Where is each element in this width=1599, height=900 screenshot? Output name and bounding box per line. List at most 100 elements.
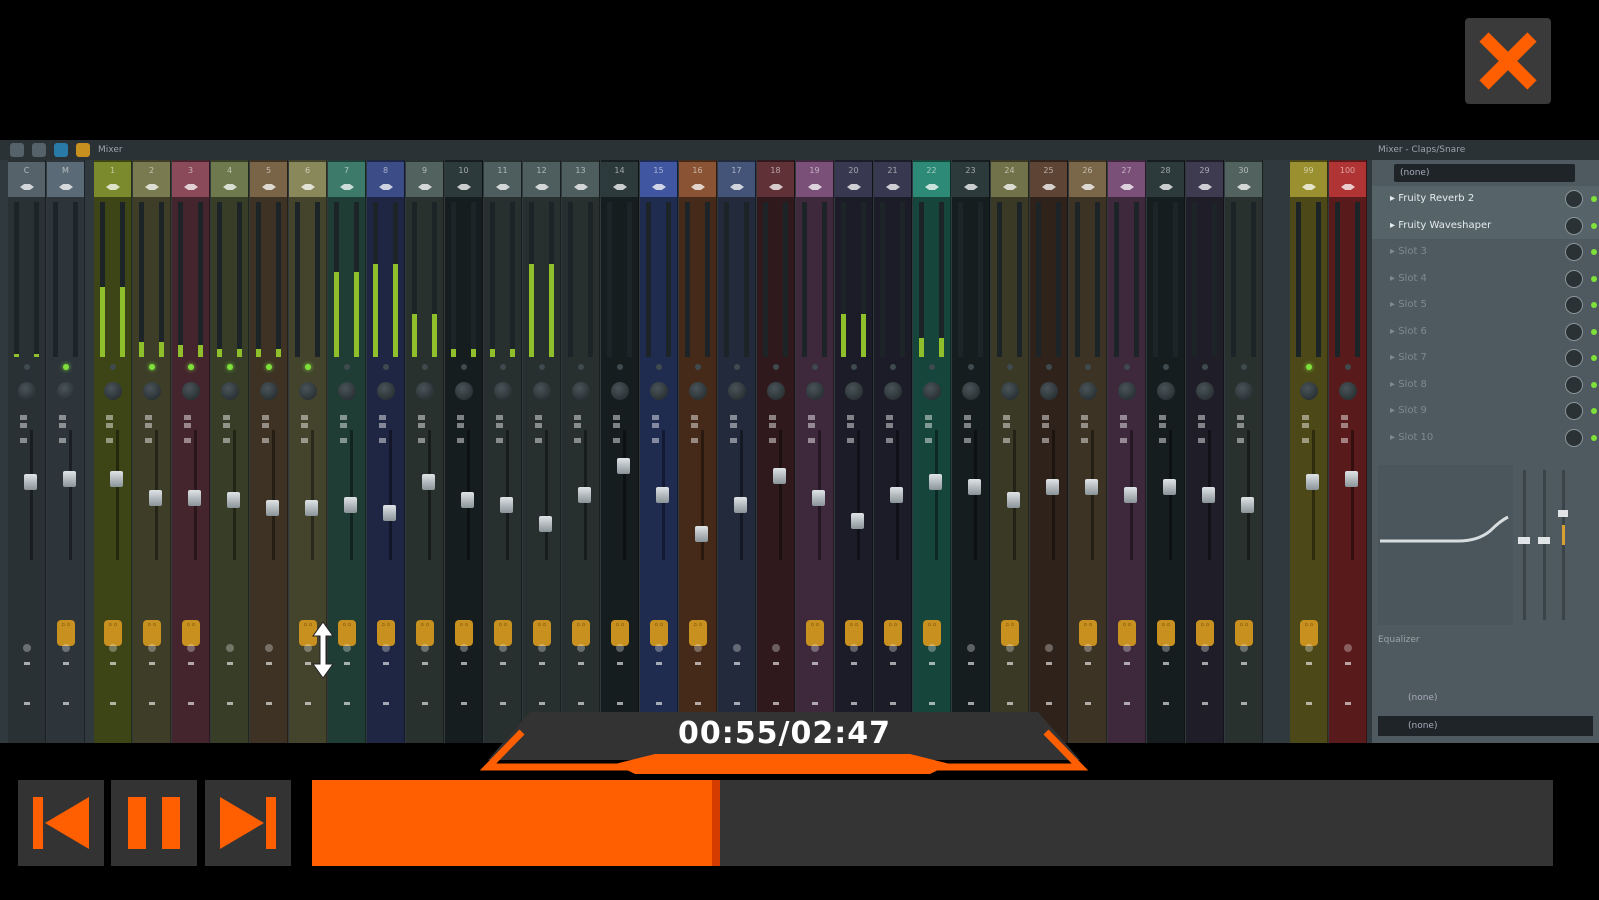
enable-led[interactable] bbox=[812, 364, 818, 370]
volume-fader[interactable] bbox=[1046, 479, 1059, 496]
strip-header[interactable]: 27 bbox=[1108, 162, 1145, 197]
enable-led[interactable] bbox=[929, 364, 935, 370]
send-link-icon[interactable]: ◦◦ bbox=[338, 620, 356, 646]
pan-knob[interactable] bbox=[1300, 382, 1318, 400]
enable-led[interactable] bbox=[656, 364, 662, 370]
strip-button[interactable] bbox=[223, 415, 230, 420]
mixer-strip[interactable]: 8 ◦◦ bbox=[367, 160, 405, 743]
send-knob[interactable] bbox=[655, 644, 663, 652]
strip-header[interactable]: 100 bbox=[1329, 162, 1366, 197]
volume-fader[interactable] bbox=[851, 513, 864, 529]
strip-button[interactable] bbox=[20, 415, 27, 420]
strip-header[interactable]: 1 bbox=[94, 162, 131, 197]
pan-knob[interactable] bbox=[650, 382, 668, 400]
pan-knob[interactable] bbox=[689, 382, 707, 400]
send-link-icon[interactable]: ◦◦ bbox=[455, 620, 473, 646]
strip-button[interactable] bbox=[925, 423, 932, 428]
enable-led[interactable] bbox=[617, 364, 623, 370]
route-arrow-icon[interactable] bbox=[457, 184, 471, 190]
strip-button[interactable] bbox=[1120, 415, 1127, 420]
route-arrow-icon[interactable] bbox=[574, 184, 588, 190]
send-link-icon[interactable]: ◦◦ bbox=[650, 620, 668, 646]
pan-knob[interactable] bbox=[260, 382, 278, 400]
mixer-strip[interactable]: 19 ◦◦ bbox=[796, 160, 834, 743]
volume-fader[interactable] bbox=[24, 474, 37, 490]
strip-button[interactable] bbox=[1042, 415, 1049, 420]
strip-button[interactable] bbox=[886, 438, 893, 443]
enable-led[interactable] bbox=[1241, 364, 1247, 370]
enable-led[interactable] bbox=[344, 364, 350, 370]
slot-mix-knob[interactable] bbox=[1565, 402, 1583, 420]
volume-fader[interactable] bbox=[734, 497, 747, 514]
strip-button[interactable] bbox=[535, 423, 542, 428]
mixer-strip[interactable]: 30 ◦◦ bbox=[1225, 160, 1263, 743]
mixer-strip[interactable]: 15 ◦◦ bbox=[640, 160, 678, 743]
volume-fader[interactable] bbox=[1007, 492, 1020, 509]
strip-header[interactable]: 13 bbox=[562, 162, 599, 197]
pan-knob[interactable] bbox=[1118, 382, 1136, 400]
send-knob[interactable] bbox=[23, 644, 31, 652]
slot-enable-led[interactable] bbox=[1591, 249, 1597, 255]
volume-fader[interactable] bbox=[188, 489, 201, 506]
strip-button[interactable] bbox=[457, 423, 464, 428]
strip-button[interactable] bbox=[1003, 438, 1010, 443]
strip-button[interactable] bbox=[769, 438, 776, 443]
strip-header[interactable]: 23 bbox=[952, 162, 989, 197]
send-knob[interactable] bbox=[1084, 644, 1092, 652]
enable-led[interactable] bbox=[578, 364, 584, 370]
send-knob[interactable] bbox=[1162, 644, 1170, 652]
strip-header[interactable]: 6 bbox=[289, 162, 326, 197]
route-arrow-icon[interactable] bbox=[808, 184, 822, 190]
strip-button[interactable] bbox=[59, 438, 66, 443]
mixer-mode-icon[interactable] bbox=[54, 143, 68, 157]
strip-button[interactable] bbox=[106, 415, 113, 420]
slot-enable-led[interactable] bbox=[1591, 328, 1597, 335]
strip-button[interactable] bbox=[769, 415, 776, 420]
strip-button[interactable] bbox=[925, 438, 932, 443]
volume-fader[interactable] bbox=[578, 487, 591, 503]
volume-fader[interactable] bbox=[1241, 497, 1254, 514]
send-knob[interactable] bbox=[460, 644, 468, 652]
enable-led[interactable] bbox=[266, 364, 272, 370]
slot-mix-knob[interactable] bbox=[1565, 269, 1583, 288]
strip-button[interactable] bbox=[1237, 415, 1244, 420]
strip-button[interactable] bbox=[1003, 423, 1010, 428]
enable-led[interactable] bbox=[1085, 364, 1091, 370]
volume-fader[interactable] bbox=[890, 487, 903, 503]
slot-enable-led[interactable] bbox=[1591, 222, 1597, 229]
strip-button[interactable] bbox=[496, 415, 503, 420]
send-knob[interactable] bbox=[1045, 644, 1053, 652]
volume-fader[interactable] bbox=[149, 489, 162, 506]
pan-knob[interactable] bbox=[494, 382, 512, 400]
enable-led[interactable] bbox=[695, 364, 701, 370]
mixer-strip[interactable]: 9 ◦◦ bbox=[406, 160, 444, 743]
send-link-icon[interactable]: ◦◦ bbox=[57, 620, 75, 646]
route-arrow-icon[interactable] bbox=[379, 184, 393, 190]
strip-button[interactable] bbox=[20, 423, 27, 428]
effect-slot[interactable]: ▸ Slot 3 bbox=[1372, 239, 1599, 266]
effect-slot[interactable]: ▸ Slot 7 bbox=[1372, 345, 1599, 372]
enable-led[interactable] bbox=[734, 364, 740, 370]
pan-knob[interactable] bbox=[884, 382, 902, 400]
strip-button[interactable] bbox=[1302, 438, 1309, 443]
route-arrow-icon[interactable] bbox=[340, 184, 354, 190]
route-arrow-icon[interactable] bbox=[1237, 184, 1251, 190]
route-arrow-icon[interactable] bbox=[106, 184, 120, 190]
strip-button[interactable] bbox=[1302, 415, 1309, 420]
route-arrow-icon[interactable] bbox=[1042, 184, 1056, 190]
mixer-strip[interactable]: 7 ◦◦ bbox=[328, 160, 366, 743]
slot-enable-led[interactable] bbox=[1591, 434, 1597, 441]
route-arrow-icon[interactable] bbox=[59, 184, 73, 190]
strip-header[interactable]: C bbox=[8, 162, 45, 197]
strip-button[interactable] bbox=[808, 415, 815, 420]
volume-fader[interactable] bbox=[773, 467, 786, 484]
enable-led[interactable] bbox=[110, 364, 116, 370]
volume-fader[interactable] bbox=[305, 500, 318, 516]
route-arrow-icon[interactable] bbox=[886, 184, 900, 190]
send-knob[interactable] bbox=[62, 644, 70, 652]
strip-button[interactable] bbox=[1159, 415, 1166, 420]
volume-fader[interactable] bbox=[344, 497, 357, 514]
route-arrow-icon[interactable] bbox=[418, 184, 432, 190]
slot-mix-knob[interactable] bbox=[1565, 190, 1583, 208]
mixer-strip[interactable]: 25 bbox=[1030, 160, 1068, 743]
